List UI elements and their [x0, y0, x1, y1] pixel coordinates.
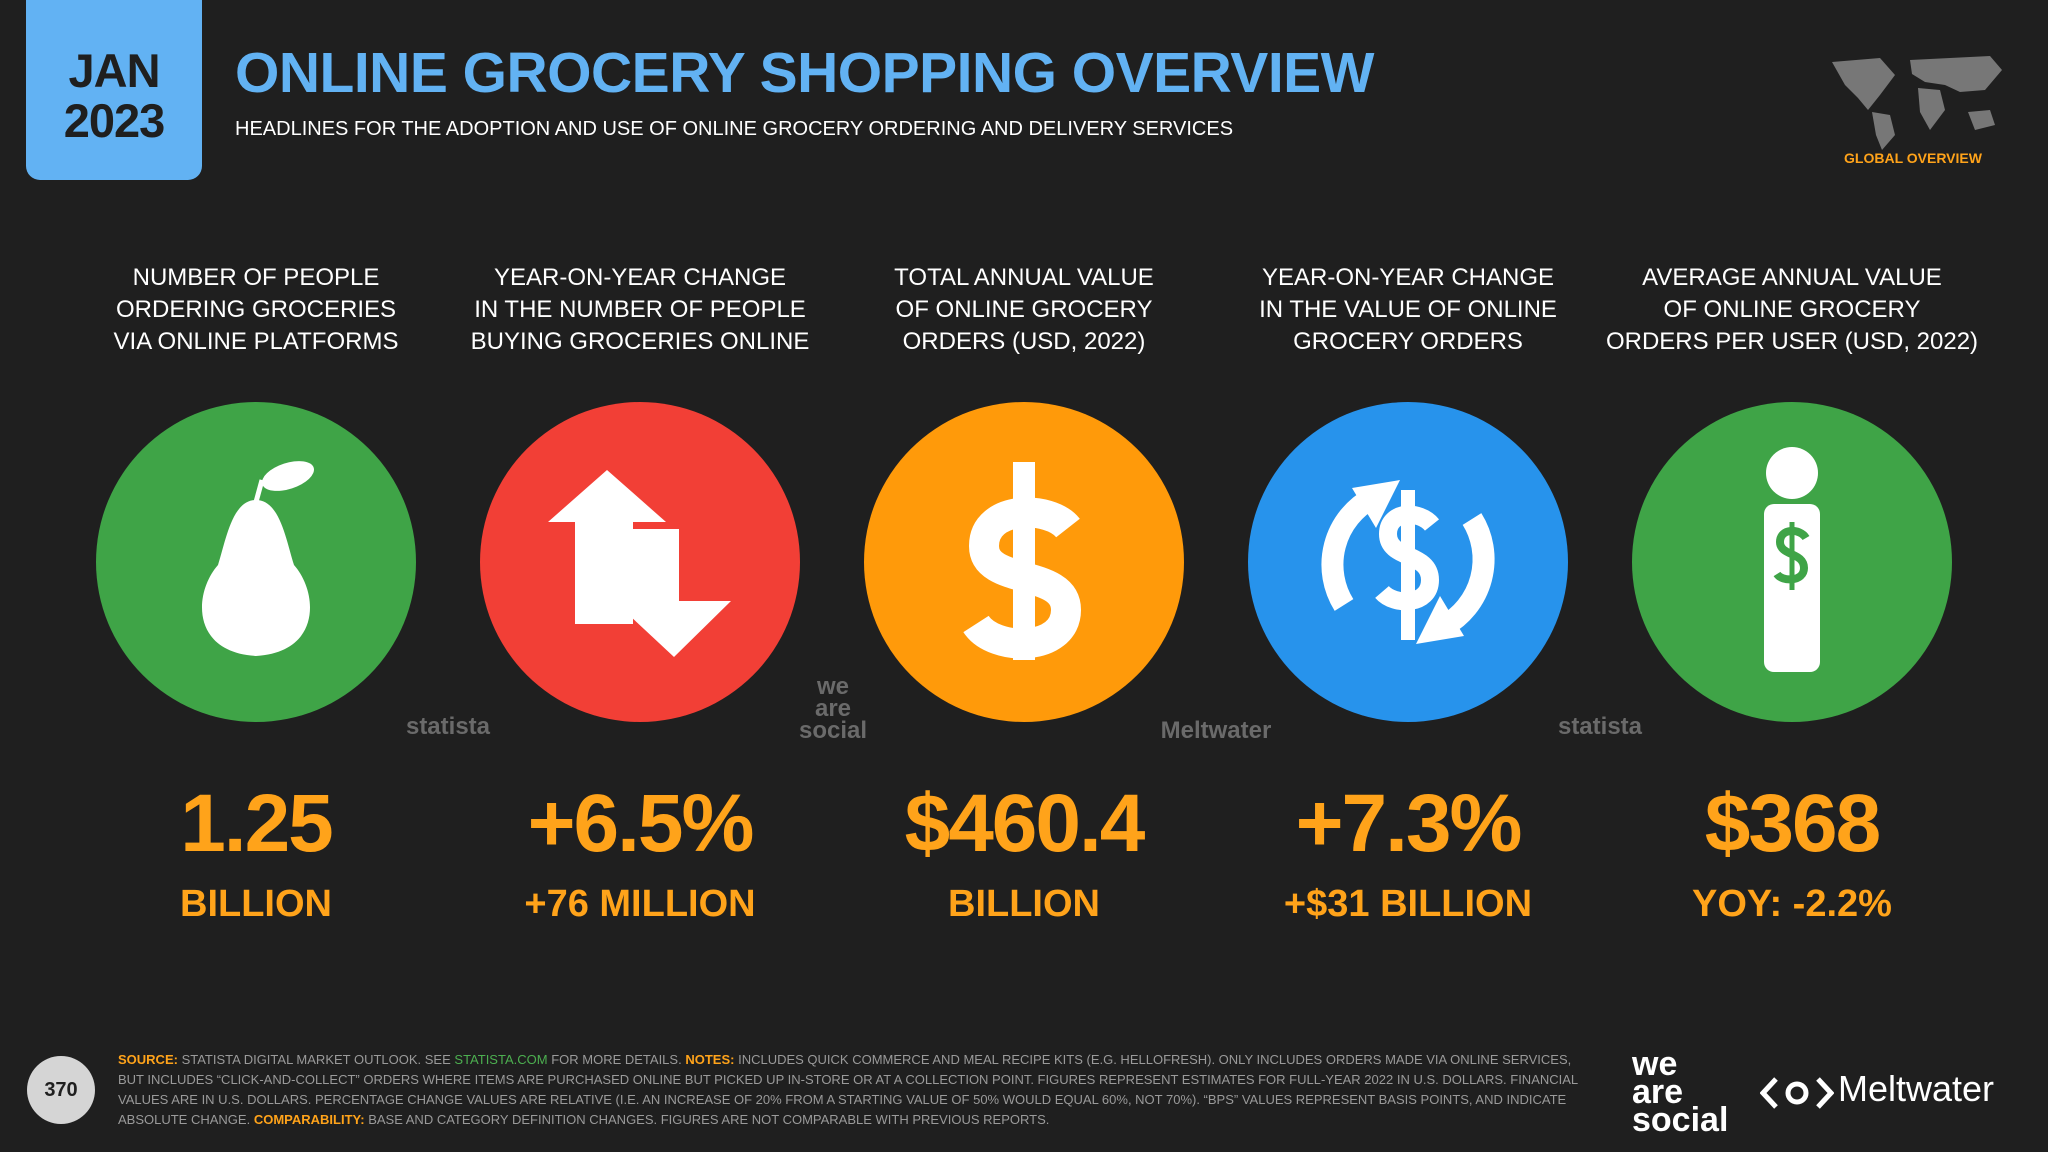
cycle-arrowhead	[1416, 596, 1464, 644]
source-after: FOR MORE DETAILS.	[551, 1052, 682, 1067]
logo-line: social	[1632, 1101, 1729, 1139]
watermark-line: statista	[405, 713, 491, 740]
footer-notes: SOURCE: STATISTA DIGITAL MARKET OUTLOOK.…	[118, 1050, 1598, 1130]
icons	[202, 447, 1820, 672]
page-number: 370	[27, 1056, 95, 1124]
date-badge: JAN 2023	[26, 0, 202, 180]
person-dollar	[1773, 522, 1810, 590]
heading-line: NUMBER OF PEOPLE	[132, 264, 380, 291]
date-month: JAN	[68, 44, 160, 97]
heading-line: TOTAL ANNUAL VALUE	[894, 264, 1154, 291]
heading-line: ORDERING GROCERIES	[115, 296, 397, 323]
heading-line: GROCERY ORDERS	[1293, 328, 1523, 355]
heading-line: YEAR-ON-YEAR CHANGE	[1261, 264, 1555, 291]
watermark-line: Meltwater	[1160, 717, 1272, 744]
metric-detail: +76 MILLION	[524, 883, 756, 925]
meltwater-mark	[1760, 1077, 1834, 1109]
metric-value: $460.4	[904, 778, 1146, 869]
cycle-arrowhead	[1352, 480, 1400, 528]
pear-leaf	[262, 461, 314, 491]
metric-value: +7.3%	[1295, 778, 1523, 869]
pear-stem	[253, 479, 265, 503]
pear-icon	[202, 500, 310, 656]
watermark-line: social	[798, 717, 868, 744]
logo-meltwater: Meltwater	[1838, 1068, 1995, 1109]
heading-line: AVERAGE ANNUAL VALUE	[1642, 264, 1942, 291]
metric-heading: YEAR-ON-YEAR CHANGE IN THE NUMBER OF PEOP…	[430, 262, 850, 358]
date-year: 2023	[63, 94, 166, 147]
metric-detail: BILLION	[948, 883, 1100, 925]
source-text: STATISTA DIGITAL MARKET OUTLOOK. SEE	[181, 1052, 451, 1067]
metric-value: $368	[1704, 778, 1881, 869]
heading-line: ORDERS (USD, 2022)	[902, 328, 1146, 355]
dollar-icon	[963, 462, 1082, 660]
metric-heading: TOTAL ANNUAL VALUE OF ONLINE GROCERY ORDER…	[814, 262, 1234, 358]
heading-line: VIA ONLINE PLATFORMS	[113, 328, 399, 355]
heading-line: OF ONLINE GROCERY	[895, 296, 1153, 323]
watermark: statista	[368, 713, 528, 740]
person-head	[1766, 447, 1818, 499]
down-arrow	[614, 529, 731, 657]
heading-line: BUYING GROCERIES ONLINE	[470, 328, 810, 355]
heading-line: OF ONLINE GROCERY	[1663, 296, 1921, 323]
section-label: GLOBAL OVERVIEW	[1844, 150, 1982, 166]
heading-line: ORDERS PER USER (USD, 2022)	[1605, 328, 1979, 355]
metric-detail: BILLION	[180, 883, 332, 925]
comparability-text: BASE AND CATEGORY DEFINITION CHANGES. FI…	[368, 1112, 1050, 1127]
logo-we-are-social: we are social	[1632, 1045, 1729, 1139]
heading-line: IN THE VALUE OF ONLINE	[1259, 296, 1557, 323]
logo-line: we	[1632, 1045, 1678, 1083]
metric-heading: AVERAGE ANNUAL VALUE OF ONLINE GROCERY ORD…	[1582, 262, 2002, 358]
heading-line: YEAR-ON-YEAR CHANGE	[493, 264, 787, 291]
notes-label: NOTES:	[685, 1052, 735, 1067]
metric-heading: NUMBER OF PEOPLE ORDERING GROCERIES VIA ON…	[46, 262, 466, 358]
metric-detail: YOY: -2.2%	[1692, 883, 1892, 925]
cycle-dollar-icon	[1321, 488, 1495, 640]
logo-line: are	[1632, 1073, 1684, 1111]
metric-heading: YEAR-ON-YEAR CHANGE IN THE VALUE OF ONLIN…	[1198, 262, 1618, 358]
world-map	[1832, 56, 2002, 150]
watermark: statista	[1520, 713, 1680, 740]
source-label: SOURCE:	[118, 1052, 178, 1067]
title: ONLINE GROCERY SHOPPING OVERVIEW	[235, 41, 1374, 105]
metric-value: 1.25	[180, 778, 334, 869]
metric-detail: +$31 BILLION	[1283, 883, 1533, 925]
watermark-line: are	[814, 695, 852, 722]
comparability-label: COMPARABILITY:	[253, 1112, 365, 1127]
watermark-line: statista	[1557, 713, 1643, 740]
watermark: Meltwater	[1136, 717, 1296, 744]
subtitle: HEADLINES FOR THE ADOPTION AND USE OF ON…	[235, 118, 1234, 140]
watermark: we are social	[753, 673, 913, 744]
watermark-line: we	[816, 673, 849, 700]
metric-value: +6.5%	[527, 778, 755, 869]
up-arrow	[548, 470, 666, 624]
source-link[interactable]: STATISTA.COM	[454, 1052, 548, 1067]
notes-text: INCLUDES QUICK COMMERCE AND MEAL RECIPE …	[118, 1052, 1578, 1127]
heading-line: IN THE NUMBER OF PEOPLE	[474, 296, 806, 323]
